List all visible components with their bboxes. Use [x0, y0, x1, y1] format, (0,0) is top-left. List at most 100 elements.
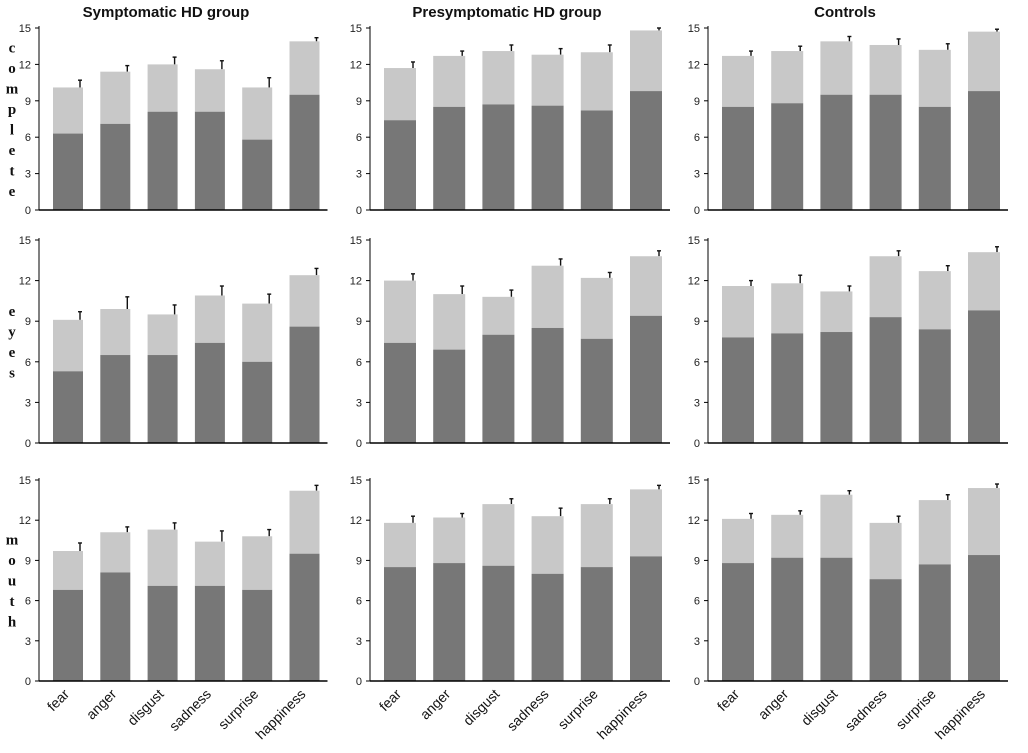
bar-dark-fear	[53, 371, 83, 443]
category-label-happiness: happiness	[932, 686, 988, 742]
y-tick-label: 9	[694, 96, 700, 108]
bar-dark-fear	[53, 133, 83, 210]
bar-dark-happiness	[968, 91, 1000, 210]
bar-dark-anger	[433, 106, 466, 210]
bar-dark-sadness	[194, 585, 225, 681]
bar-total-happiness	[630, 30, 662, 92]
panel-complete-1: 0 3 6 9 12 15	[350, 23, 670, 217]
bar-dark-disgust	[820, 332, 853, 443]
bar-dark-fear	[722, 337, 754, 443]
y-tick-label: 9	[356, 316, 362, 328]
panel-complete-0: 0 3 6 9 12 15	[19, 23, 328, 217]
bar-dark-happiness	[630, 315, 662, 443]
bar-dark-anger	[771, 103, 804, 210]
bar-dark-fear	[722, 563, 754, 681]
category-label-anger: anger	[755, 686, 792, 723]
bar-dark-disgust	[820, 557, 853, 681]
category-label-sadness: sadness	[504, 686, 552, 734]
y-tick-label: 15	[350, 23, 362, 35]
y-tick-label: 0	[356, 205, 362, 217]
bar-total-surprise	[580, 504, 613, 568]
bar-dark-disgust	[147, 585, 178, 681]
bar-dark-happiness	[968, 555, 1000, 681]
category-label-happiness: happiness	[594, 686, 650, 742]
bar-total-sadness	[531, 54, 564, 106]
bar-dark-anger	[100, 355, 131, 443]
bar-total-anger	[100, 309, 131, 356]
column-title-symptomatic: Symptomatic HD group	[83, 4, 250, 21]
category-label-happiness: happiness	[252, 686, 308, 742]
category-label-surprise: surprise	[554, 686, 601, 733]
bar-dark-happiness	[630, 91, 662, 210]
panel-eyes-2: 0 3 6 9 12 15	[688, 235, 1008, 450]
bar-dark-disgust	[820, 94, 853, 210]
bar-total-fear	[384, 280, 416, 343]
bar-total-fear	[722, 286, 754, 338]
panels: 0 3 6 9 12 15 0 3 6 9 12 15 0 3 6 9 12 15 0 3 6 9 12 15 0 3 6 9 12 15…	[19, 23, 1008, 742]
bar-dark-anger	[433, 349, 466, 443]
bar-total-disgust	[147, 314, 178, 356]
bar-total-sadness	[869, 522, 902, 580]
y-tick-label: 15	[688, 235, 700, 247]
bar-total-disgust	[820, 41, 853, 95]
bar-total-surprise	[580, 52, 613, 111]
y-tick-label: 0	[694, 438, 700, 450]
y-tick-label: 15	[19, 23, 31, 35]
bar-total-happiness	[968, 488, 1000, 556]
y-tick-label: 3	[356, 636, 362, 648]
y-tick-label: 3	[694, 397, 700, 409]
bar-dark-anger	[771, 557, 804, 681]
bar-total-sadness	[869, 256, 902, 318]
y-tick-label: 3	[694, 169, 700, 181]
y-tick-label: 12	[688, 59, 700, 71]
bar-dark-surprise	[242, 589, 273, 681]
bar-dark-disgust	[482, 104, 515, 210]
y-tick-label: 9	[25, 316, 31, 328]
bar-dark-surprise	[580, 567, 613, 681]
bar-total-sadness	[531, 265, 564, 328]
bar-total-happiness	[630, 489, 662, 557]
bar-dark-surprise	[918, 106, 951, 210]
bar-total-happiness	[968, 31, 1000, 92]
bar-total-disgust	[482, 504, 515, 566]
bar-dark-disgust	[147, 355, 178, 443]
y-tick-label: 9	[25, 555, 31, 567]
y-tick-label: 3	[25, 636, 31, 648]
bar-total-surprise	[242, 303, 273, 362]
bar-total-happiness	[630, 256, 662, 316]
y-tick-label: 12	[19, 59, 31, 71]
bar-dark-disgust	[482, 565, 515, 681]
bar-dark-anger	[771, 333, 804, 443]
bar-total-sadness	[869, 44, 902, 95]
bar-dark-surprise	[918, 329, 951, 443]
category-label-anger: anger	[417, 686, 454, 723]
column-titles: Symptomatic HD group Presymptomatic HD g…	[83, 4, 876, 21]
y-tick-label: 12	[350, 59, 362, 71]
bar-total-fear	[53, 551, 83, 590]
bar-dark-surprise	[918, 564, 951, 681]
bar-total-surprise	[918, 271, 951, 330]
y-tick-label: 15	[19, 475, 31, 487]
bar-dark-surprise	[242, 361, 273, 443]
category-label-sadness: sadness	[842, 686, 890, 734]
bar-dark-sadness	[531, 573, 564, 681]
y-tick-label: 9	[356, 96, 362, 108]
bar-total-anger	[100, 71, 131, 124]
y-tick-label: 15	[350, 235, 362, 247]
y-tick-label: 15	[688, 475, 700, 487]
category-label-disgust: disgust	[124, 686, 167, 729]
bar-dark-happiness	[968, 310, 1000, 443]
panel-mouth-1: fear anger disgust sadness surprisehappiness…	[350, 475, 670, 742]
panel-mouth-0: fear anger disgust sadness surprisehappiness…	[19, 475, 328, 742]
bar-total-surprise	[918, 49, 951, 107]
bar-total-disgust	[482, 296, 515, 335]
bar-total-fear	[722, 55, 754, 107]
bar-total-disgust	[820, 494, 853, 558]
category-label-disgust: disgust	[460, 686, 503, 729]
bar-total-disgust	[482, 51, 515, 105]
y-tick-label: 12	[350, 515, 362, 527]
bar-dark-fear	[384, 342, 416, 443]
y-tick-label: 12	[350, 276, 362, 288]
y-tick-label: 6	[694, 357, 700, 369]
y-tick-label: 9	[694, 555, 700, 567]
